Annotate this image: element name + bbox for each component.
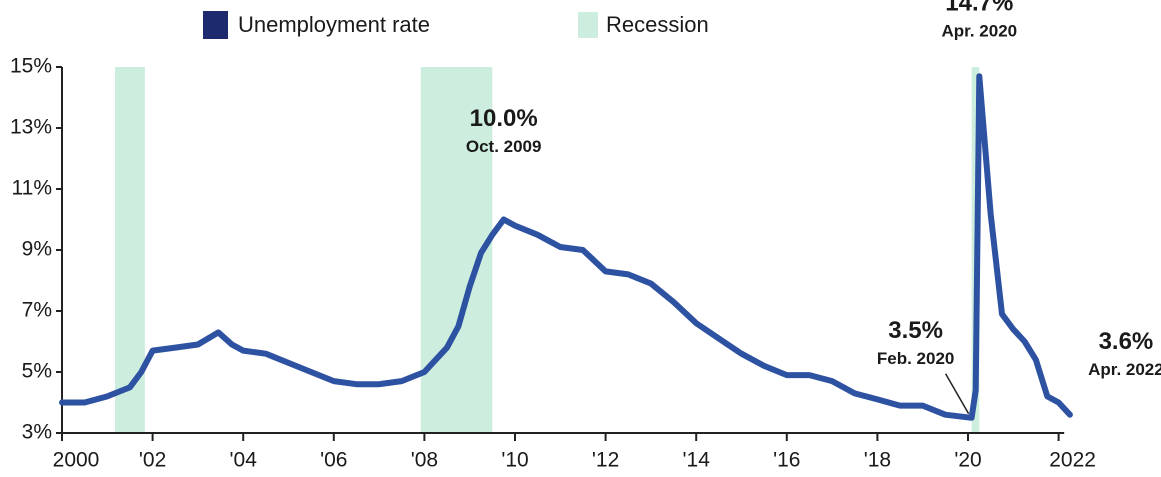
x-tick-label: 2000 xyxy=(53,449,100,472)
annotation-date: Feb. 2020 xyxy=(877,349,955,368)
x-tick-label: '08 xyxy=(411,449,438,472)
y-tick-label: 9% xyxy=(22,238,52,261)
legend-swatch xyxy=(578,12,598,38)
x-tick-label: '16 xyxy=(773,449,800,472)
x-tick-label: '12 xyxy=(592,449,619,472)
y-tick-label: 15% xyxy=(10,55,52,78)
annotation-value: 10.0% xyxy=(470,105,538,132)
x-tick-label: '10 xyxy=(501,449,528,472)
annotation-date: Oct. 2009 xyxy=(466,137,542,156)
annotation-value: 14.7% xyxy=(945,0,1013,16)
x-tick-label: '18 xyxy=(864,449,891,472)
legend-label: Recession xyxy=(606,12,709,37)
annotation-value: 3.6% xyxy=(1099,328,1154,355)
legend-swatch xyxy=(203,11,228,39)
legend-label: Unemployment rate xyxy=(238,12,430,37)
x-tick-label: '02 xyxy=(139,449,166,472)
y-tick-label: 5% xyxy=(22,360,52,383)
annotation-value: 3.5% xyxy=(888,317,943,344)
background-layer xyxy=(115,67,980,433)
x-tick-label: 2022 xyxy=(1049,449,1096,472)
unemployment-line xyxy=(59,73,1073,421)
y-tick-label: 13% xyxy=(10,116,52,139)
x-tick-label: '06 xyxy=(320,449,347,472)
annotation-date: Apr. 2020 xyxy=(942,22,1018,41)
y-tick-label: 3% xyxy=(22,421,52,444)
x-tick-label: '04 xyxy=(230,449,258,472)
y-tick-label: 11% xyxy=(12,177,52,200)
x-tick-label: '14 xyxy=(683,449,711,472)
foreground-layer: 3% 5% 7% 9% 11% 13% 15% 2000 '02 '04 '06 '08 '10 '12 '… xyxy=(10,0,1161,472)
annotation-leader xyxy=(944,373,970,415)
x-tick-label: '20 xyxy=(954,449,981,472)
y-tick-label: 7% xyxy=(22,299,52,322)
annotation-date: Apr. 2022 xyxy=(1088,360,1161,379)
